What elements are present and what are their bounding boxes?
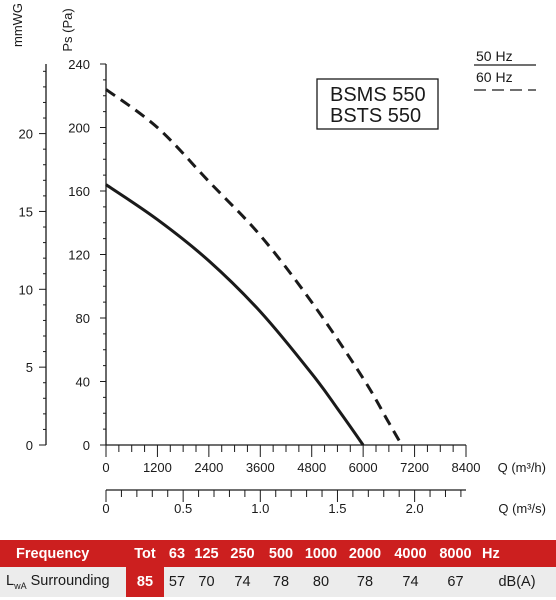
qs-tick-label: 0: [102, 501, 109, 516]
legend: 50 Hz 60 Hz: [474, 48, 536, 91]
row-label-sub: wA: [14, 580, 27, 591]
unit-header: Hz: [478, 540, 556, 567]
model-name-2: BSTS 550: [330, 105, 421, 127]
model-name-1: BSMS 550: [330, 84, 426, 106]
qh-tick-label: 4800: [297, 460, 326, 475]
band-value: 57: [164, 567, 190, 597]
qh-tick-label: 2400: [194, 460, 223, 475]
tot-header: Tot: [126, 540, 164, 567]
mmwg-tick-label: 15: [19, 204, 33, 219]
noise-table: Frequency Tot 63 125 250 500 1000 2000 4…: [0, 540, 556, 597]
qh-tick-label: 6000: [349, 460, 378, 475]
band-header: 8000: [433, 540, 478, 567]
qs-tick-label: 0.5: [174, 501, 192, 516]
unit-value: dB(A): [478, 567, 556, 597]
curves: [105, 88, 404, 446]
pa-tick-label: 120: [68, 248, 90, 263]
qs-tick-label: 1.0: [251, 501, 269, 516]
frequency-label: Frequency: [0, 540, 126, 567]
row-label: LwA Surrounding: [0, 567, 126, 597]
pa-tick-label: 160: [68, 184, 90, 199]
band-header: 4000: [388, 540, 433, 567]
qh-tick-label: 3600: [246, 460, 275, 475]
axes: [39, 63, 467, 502]
band-value: 78: [342, 567, 388, 597]
band-value: 74: [223, 567, 262, 597]
row-label-main: L: [6, 573, 15, 590]
band-value: 78: [262, 567, 300, 597]
model-box: BSMS 550 BSTS 550: [316, 78, 439, 130]
qh-axis-label: Q (m³/h): [498, 460, 546, 475]
mmwg-tick-label: 5: [26, 360, 33, 375]
band-header: 250: [223, 540, 262, 567]
qh-tick-label: 7200: [400, 460, 429, 475]
mmwg-tick-label: 0: [26, 438, 33, 453]
qh-tick-label: 0: [102, 460, 109, 475]
fan-curve-chart: 0 40 80 120 160 200 240 Ps (Pa) 0 5 10 15 20 mmWG 0 120…: [10, 3, 546, 516]
table-row: LwA Surrounding 85 57 70 74 78 80 78 74 …: [0, 567, 556, 597]
tot-value: 85: [126, 567, 164, 597]
band-header: 63: [164, 540, 190, 567]
mmwg-tick-label: 10: [19, 282, 33, 297]
band-header: 125: [190, 540, 223, 567]
model-box-frame: [316, 78, 439, 130]
band-value: 70: [190, 567, 223, 597]
qs-axis-label: Q (m³/s): [498, 501, 546, 516]
pa-tick-label: 80: [76, 311, 90, 326]
band-value: 74: [388, 567, 433, 597]
pa-tick-label: 40: [76, 375, 90, 390]
legend-label-50hz: 50 Hz: [476, 48, 513, 64]
curve-60hz: [105, 88, 404, 446]
labels: 0 40 80 120 160 200 240 Ps (Pa) 0 5 10 15 20 mmWG 0 120…: [10, 3, 546, 516]
mmwg-axis-label: mmWG: [10, 3, 25, 47]
mmwg-tick-label: 20: [19, 127, 33, 142]
pa-tick-label: 0: [83, 438, 90, 453]
band-value: 80: [300, 567, 342, 597]
pa-axis-label: Ps (Pa): [60, 8, 75, 51]
pa-tick-label: 200: [68, 121, 90, 136]
band-value: 67: [433, 567, 478, 597]
legend-label-60hz: 60 Hz: [476, 69, 513, 85]
curve-50hz: [105, 183, 365, 446]
band-header: 2000: [342, 540, 388, 567]
pa-tick-label: 240: [68, 57, 90, 72]
qh-tick-label: 8400: [452, 460, 481, 475]
row-label-rest: Surrounding: [26, 573, 110, 590]
qs-tick-label: 2.0: [406, 501, 424, 516]
table-header-row: Frequency Tot 63 125 250 500 1000 2000 4…: [0, 540, 556, 567]
band-header: 500: [262, 540, 300, 567]
qh-tick-label: 1200: [143, 460, 172, 475]
qs-tick-label: 1.5: [328, 501, 346, 516]
band-header: 1000: [300, 540, 342, 567]
